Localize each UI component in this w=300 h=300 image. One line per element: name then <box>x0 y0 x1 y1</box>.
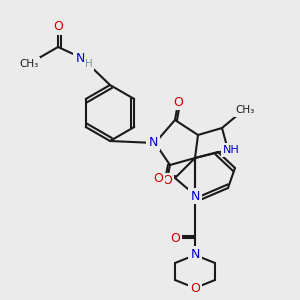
Text: CH₃: CH₃ <box>20 59 39 69</box>
Text: O: O <box>153 172 163 184</box>
Text: CH₃: CH₃ <box>236 105 255 115</box>
Text: N: N <box>190 190 200 202</box>
Text: O: O <box>53 20 63 34</box>
Text: N: N <box>75 52 85 65</box>
Text: O: O <box>173 95 183 109</box>
Text: N: N <box>148 136 158 149</box>
Text: NH: NH <box>223 145 239 155</box>
Text: O: O <box>162 175 172 188</box>
Text: O: O <box>170 232 180 244</box>
Text: H: H <box>85 59 93 69</box>
Text: O: O <box>190 283 200 296</box>
Text: N: N <box>190 248 200 260</box>
